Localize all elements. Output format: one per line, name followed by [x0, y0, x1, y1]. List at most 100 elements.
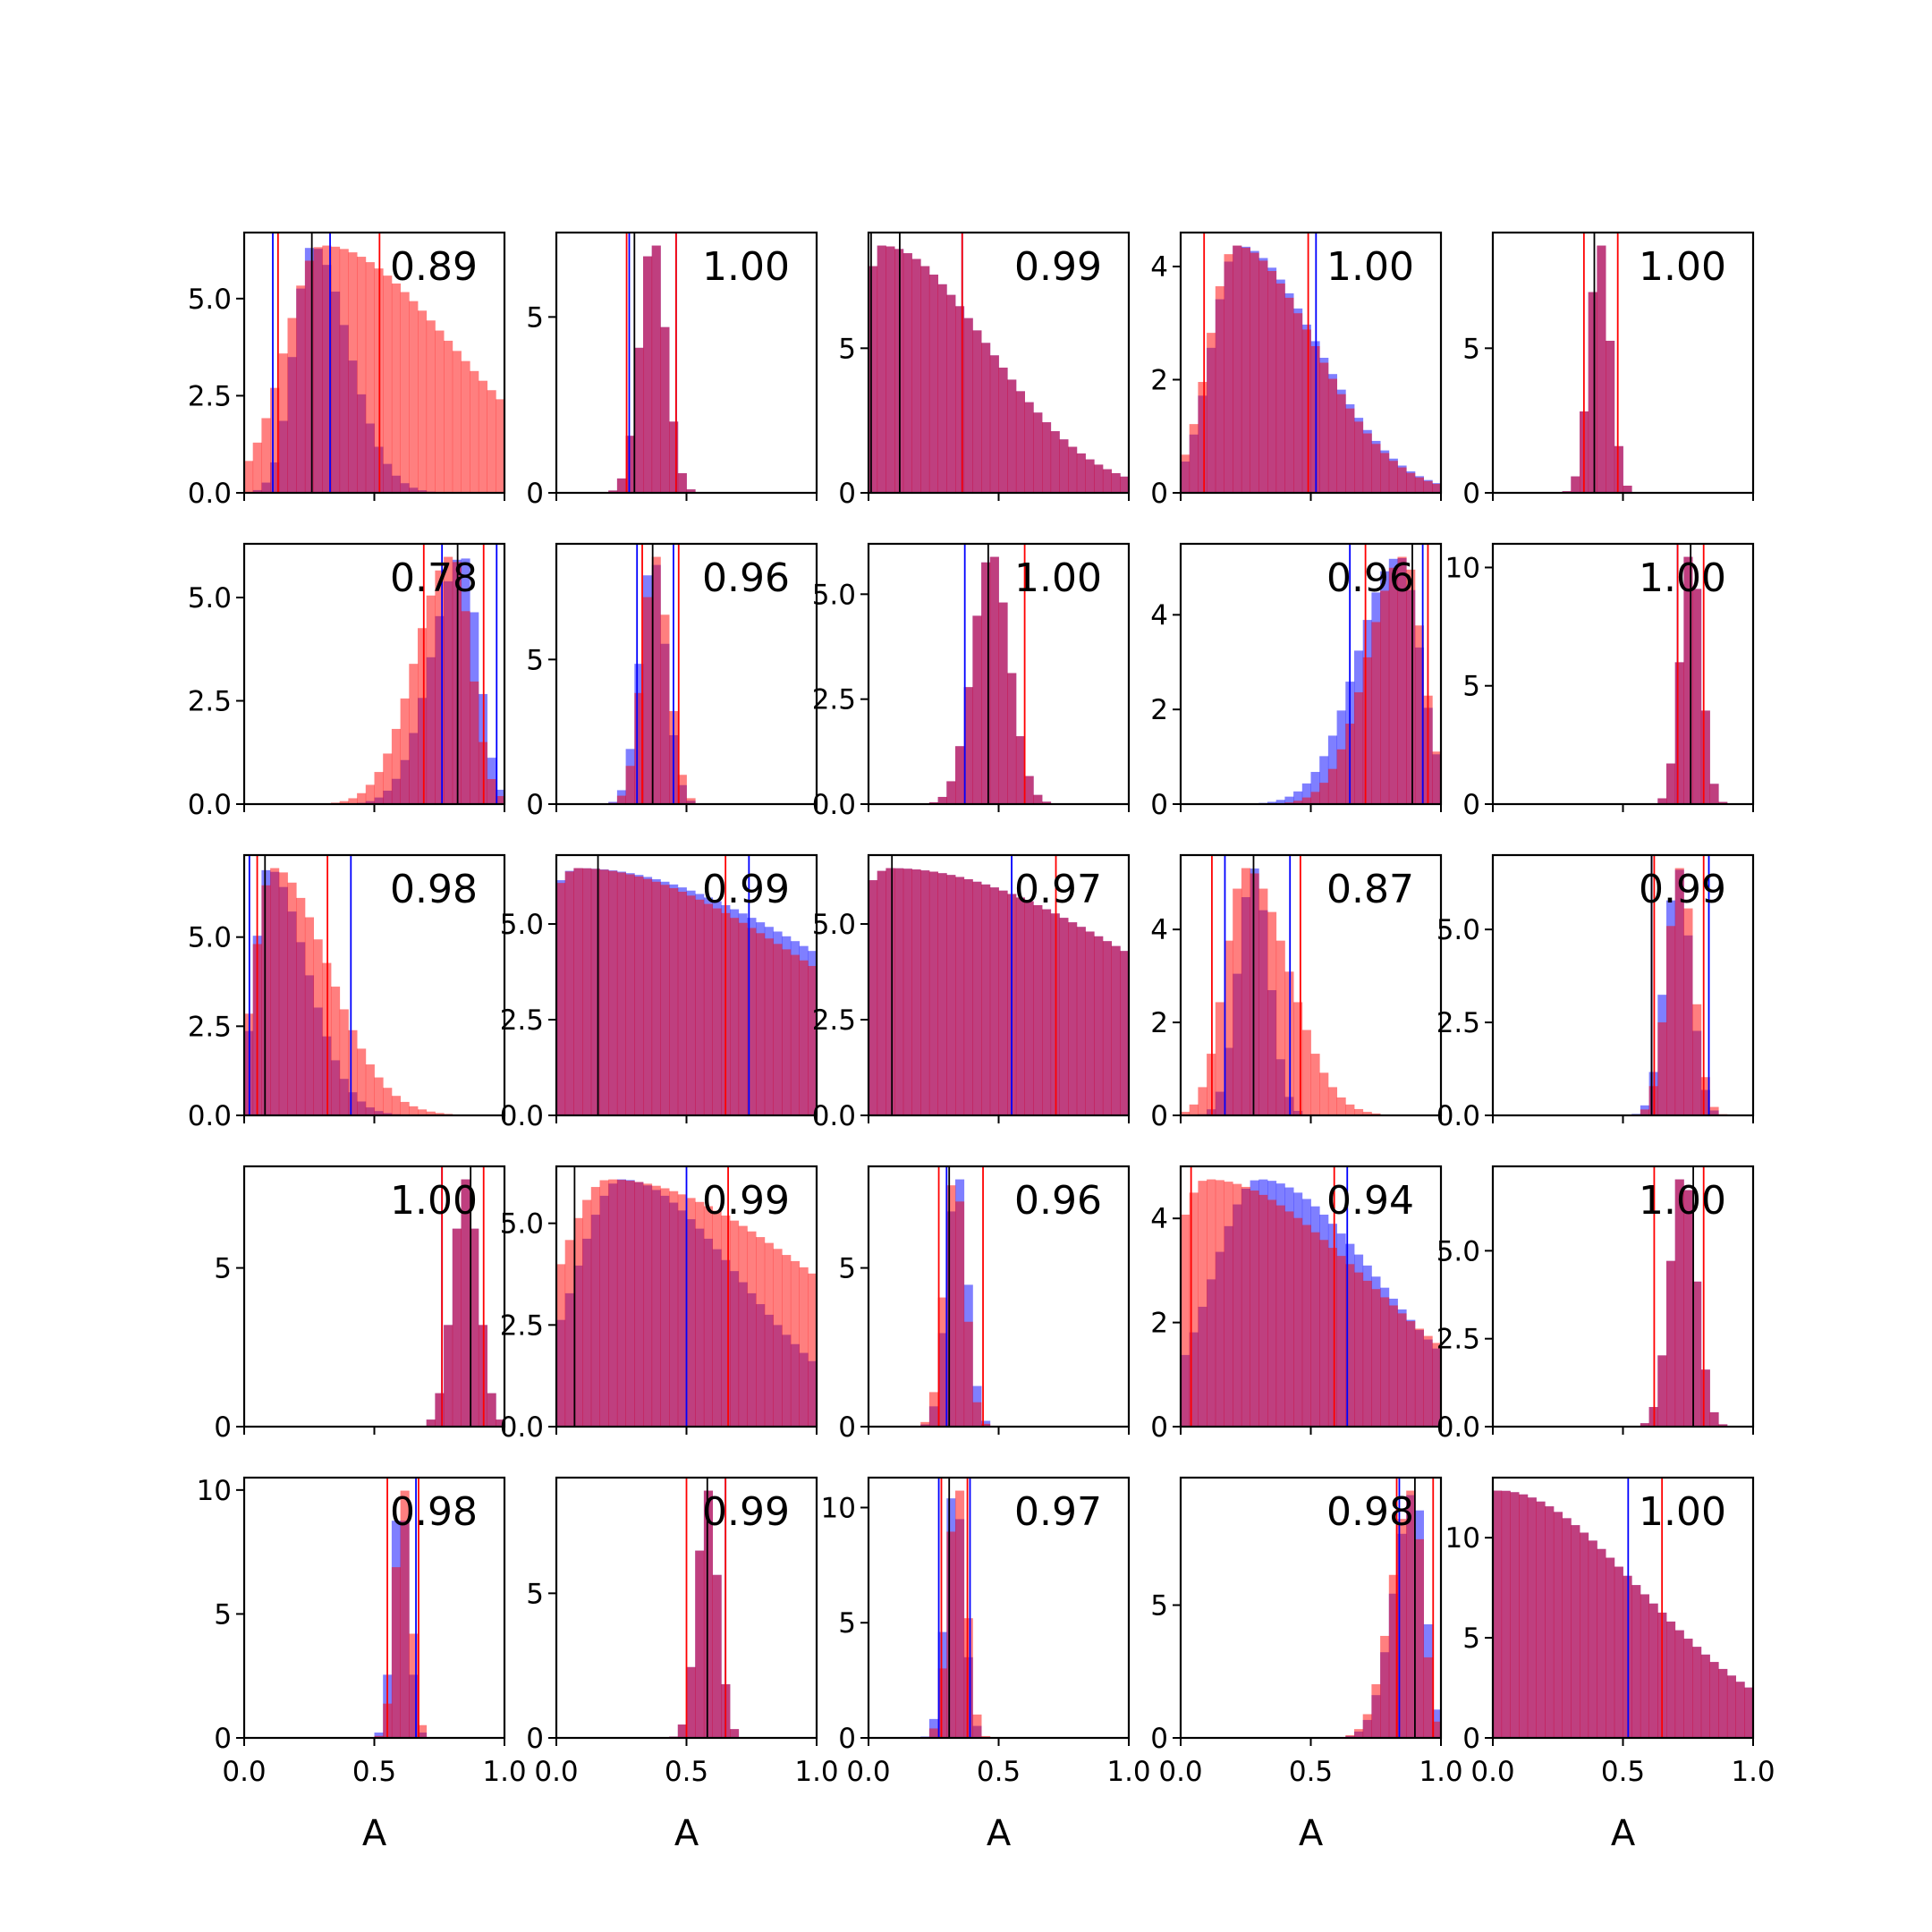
histogram-bar-red	[643, 1183, 653, 1427]
y-tick-label: 2.5	[812, 684, 856, 716]
histogram-bar-red	[599, 869, 609, 1115]
histogram-bar-red	[894, 868, 904, 1115]
histogram-bar-red	[1275, 940, 1285, 1115]
histogram-bar-red	[426, 595, 436, 804]
histogram-bar-red	[1588, 292, 1597, 493]
panel-annotation: 0.87	[1326, 867, 1414, 912]
histogram-bar-red	[1354, 691, 1364, 804]
histogram-bar-red	[643, 597, 653, 804]
histogram-bar-red	[1571, 476, 1580, 493]
histogram-bar-red	[296, 285, 306, 493]
histogram-bar-red	[1580, 1532, 1589, 1738]
x-axis-label: A	[674, 1813, 699, 1854]
histogram-bar-red	[496, 1419, 505, 1427]
y-tick-label: 0	[838, 478, 856, 510]
histogram-bar-red	[374, 772, 384, 804]
histogram-bar-red	[357, 1048, 367, 1115]
histogram-bar-red	[1189, 424, 1199, 493]
histogram-bar-red	[1033, 794, 1043, 804]
histogram-bar-red	[1406, 1321, 1416, 1427]
y-tick-label: 2.5	[188, 380, 232, 412]
histogram-bar-red	[1345, 1264, 1355, 1427]
histogram-bar-red	[782, 1255, 792, 1427]
histogram-bar-red	[444, 556, 453, 804]
histogram-bar-red	[409, 1633, 419, 1738]
histogram-bar-red	[1233, 888, 1242, 1115]
y-tick-label: 2.5	[1436, 1007, 1480, 1039]
histogram-bar-red	[1345, 1734, 1355, 1738]
histogram-bar-red	[989, 556, 999, 804]
histogram-bar-red	[1510, 1492, 1520, 1738]
histogram-bar-red	[1674, 662, 1684, 804]
histogram-bar-red	[1336, 1097, 1346, 1115]
histogram-bar-red	[1397, 556, 1407, 804]
histogram-bar-red	[634, 1182, 644, 1427]
histogram-bar-red	[1371, 1289, 1381, 1427]
histogram-bar-red	[1319, 1072, 1329, 1115]
histogram-bar-red	[643, 256, 653, 493]
histogram-bar-red	[738, 922, 748, 1115]
subplot: 0 5 0.0 0.5 1.0 A 0.98	[1150, 1476, 1463, 1854]
histogram-bar-red	[573, 1217, 583, 1427]
histogram-bar-red	[712, 1210, 722, 1427]
histogram-bar-red	[963, 318, 973, 493]
histogram-bar-red	[1432, 751, 1442, 804]
histogram-bar-red	[1614, 1566, 1623, 1738]
histogram-bar-red	[669, 887, 679, 1115]
histogram-bar-red	[686, 489, 696, 493]
x-tick-label: 0.5	[1601, 1756, 1645, 1788]
histogram-bar-red	[452, 1228, 462, 1427]
histogram-bar-red	[946, 1531, 956, 1738]
histogram-bar-red	[400, 1490, 410, 1738]
y-tick-label: 5	[214, 1253, 232, 1285]
histogram-bar-red	[616, 1180, 626, 1427]
histogram-bar-red	[1362, 1112, 1372, 1115]
histogram-bar-red	[1700, 1077, 1710, 1115]
y-tick-label: 0	[1150, 1411, 1168, 1444]
histogram-bar-red	[1345, 408, 1355, 493]
histogram-bar-red	[1371, 444, 1381, 493]
histogram-bar-red	[869, 266, 878, 493]
histogram-bar-red	[1432, 1721, 1442, 1738]
histogram-bar-red	[937, 796, 947, 804]
histogram-bar-red	[487, 1393, 496, 1427]
histogram-bar-blue	[1310, 772, 1320, 804]
histogram-bar-red	[365, 784, 375, 804]
histogram-bar-red	[400, 698, 410, 804]
histogram-bar-red	[1327, 768, 1337, 804]
histogram-bar-red	[365, 1064, 375, 1115]
panel-annotation: 1.00	[1639, 1178, 1726, 1224]
y-tick-label: 0	[838, 1411, 856, 1444]
histogram-bar-red	[625, 766, 635, 804]
subplot: 050.96	[838, 1165, 1131, 1444]
panel-annotation: 1.00	[1639, 555, 1726, 601]
histogram-bar-red	[1666, 763, 1676, 804]
y-tick-label: 0	[214, 1411, 232, 1444]
histogram-bar-red	[963, 1618, 973, 1738]
subplot: 050.99	[838, 231, 1131, 510]
x-tick-label: 1.0	[1106, 1756, 1150, 1788]
histogram-bar-red	[1640, 1109, 1649, 1115]
histogram-bar-red	[972, 330, 982, 493]
histogram-bar-red	[1718, 801, 1728, 804]
histogram-bar-red	[869, 880, 878, 1115]
histogram-bar-red	[928, 1728, 938, 1738]
y-tick-label: 0	[1462, 1723, 1480, 1755]
histogram-bar-red	[339, 801, 349, 804]
y-tick-label: 2	[1150, 1007, 1168, 1039]
histogram-bar-red	[426, 1419, 436, 1427]
y-tick-label: 0.0	[188, 478, 232, 510]
histogram-bar-red	[660, 326, 670, 493]
histogram-bar-red	[946, 875, 956, 1115]
subplot: 051.00	[1462, 231, 1755, 510]
histogram-bar-red	[435, 1393, 445, 1427]
histogram-bar-red	[651, 881, 661, 1115]
panel-annotation: 1.00	[1639, 1489, 1726, 1535]
subplot: 0.0 2.5 5.0 0.97	[812, 853, 1131, 1132]
histogram-bar-red	[313, 939, 323, 1115]
histogram-bar-red	[1354, 1272, 1364, 1427]
histogram-bar-red	[1250, 252, 1259, 493]
histogram-bar-red	[1588, 1540, 1597, 1738]
histogram-bar-red	[1423, 1657, 1433, 1738]
histogram-bar-red	[972, 881, 982, 1115]
